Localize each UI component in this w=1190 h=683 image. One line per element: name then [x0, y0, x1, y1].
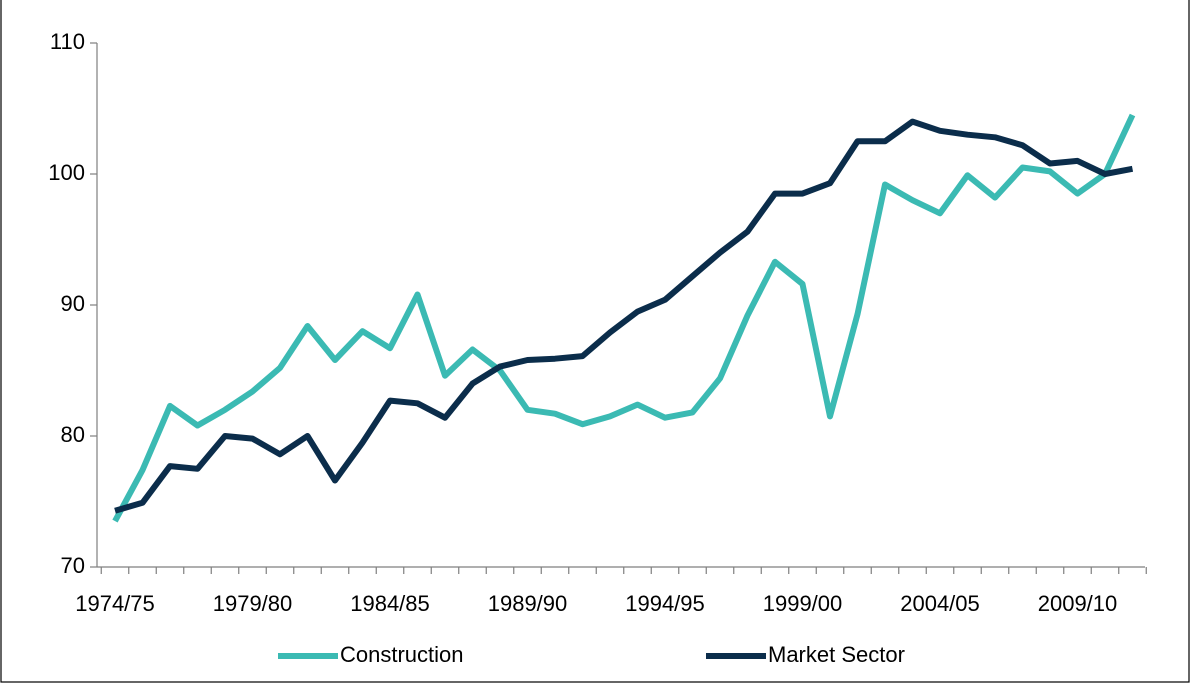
x-tick-label: 1984/85 — [350, 591, 430, 616]
line-series — [112, 113, 1136, 523]
x-tick-label: 1989/90 — [488, 591, 568, 616]
legend-label: Construction — [340, 642, 464, 667]
y-tick-label: 80 — [61, 422, 85, 447]
x-tick-label: 2009/10 — [1038, 591, 1118, 616]
y-tick-label: 90 — [61, 291, 85, 316]
x-tick-label: 1974/75 — [75, 591, 155, 616]
legend-label: Market Sector — [768, 642, 905, 667]
y-tick-label: 100 — [48, 160, 85, 185]
x-tick-label: 1994/95 — [625, 591, 705, 616]
x-tick-label: 1979/80 — [213, 591, 293, 616]
line-series — [114, 118, 1134, 514]
x-tick-label: 2004/05 — [900, 591, 980, 616]
x-tick-label: 1999/00 — [763, 591, 843, 616]
y-tick-label: 110 — [50, 29, 85, 54]
y-tick-label: 70 — [61, 553, 85, 578]
